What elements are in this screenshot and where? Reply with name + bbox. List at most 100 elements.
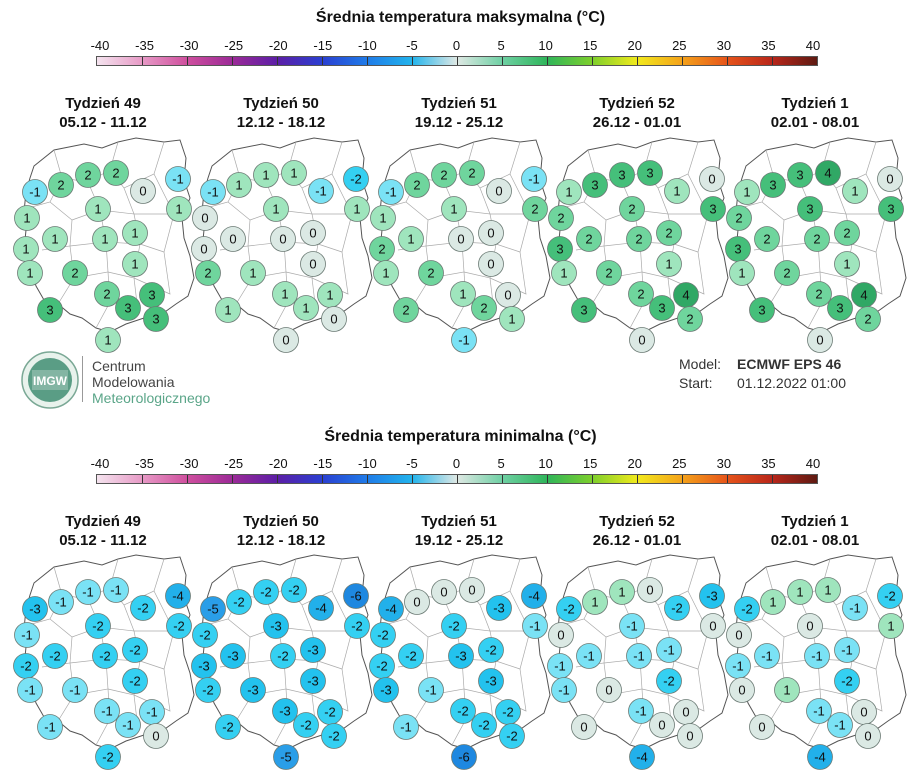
map-week: Tydzień 1: [781, 513, 849, 530]
station-value: 3: [580, 303, 587, 318]
station-marker: [253, 579, 279, 605]
station-value: -3: [247, 683, 259, 698]
station-value: -1: [146, 705, 158, 720]
station-marker: [300, 251, 326, 277]
station-marker: [878, 613, 904, 639]
station-value: 0: [487, 226, 494, 241]
map-week: Tydzień 52: [599, 95, 675, 112]
max-colorbar: [96, 56, 818, 66]
station-marker: [441, 613, 467, 639]
station-marker: [797, 196, 823, 222]
station-marker: [273, 327, 299, 353]
station-value: 2: [635, 232, 642, 247]
station-value: 1: [131, 257, 138, 272]
scale-tick: [322, 57, 323, 65]
map-week: Tydzień 51: [421, 95, 497, 112]
station-marker: [699, 583, 725, 609]
station-value: -1: [529, 619, 541, 634]
station-value: 2: [440, 168, 447, 183]
station-value: 0: [557, 628, 564, 643]
station-marker: [609, 162, 635, 188]
station-marker: [272, 698, 298, 724]
station-marker: [321, 306, 347, 332]
station-value: -1: [841, 643, 853, 658]
station-value: -1: [761, 649, 773, 664]
station-marker: [273, 744, 299, 770]
station-value: -2: [233, 595, 245, 610]
station-marker: [200, 596, 226, 622]
scale-label: 10: [538, 456, 553, 471]
station-marker: [726, 205, 752, 231]
station-value: -1: [122, 718, 134, 733]
station-value: -1: [558, 683, 570, 698]
station-marker: [373, 260, 399, 286]
station-value: 1: [262, 168, 269, 183]
station-marker: [293, 295, 319, 321]
station-value: -2: [350, 172, 362, 187]
station-marker: [486, 595, 512, 621]
station-value: 4: [824, 166, 831, 181]
station-value: -2: [288, 583, 300, 598]
station-marker: [629, 327, 655, 353]
station-value: 0: [806, 619, 813, 634]
station-marker: [75, 162, 101, 188]
station-value: 1: [23, 211, 30, 226]
station-marker: [418, 677, 444, 703]
station-value: -2: [137, 601, 149, 616]
station-value: 1: [131, 226, 138, 241]
scale-tick: [682, 475, 683, 483]
station-marker: [450, 698, 476, 724]
model-label: Model:: [679, 356, 722, 372]
station-marker: [522, 613, 548, 639]
region-border: [489, 251, 527, 295]
logo-divider: [82, 356, 83, 402]
station-value: -1: [69, 683, 81, 698]
station-marker: [48, 589, 74, 615]
station-marker: [195, 677, 221, 703]
map-week: Tydzień 49: [65, 513, 141, 530]
scale-label: 25: [672, 38, 687, 53]
station-value: 2: [204, 266, 211, 281]
station-value: -2: [884, 589, 896, 604]
station-value: 2: [112, 166, 119, 181]
map-dates: 12.12 - 18.12: [236, 532, 326, 549]
station-marker: [478, 251, 504, 277]
station-value: -4: [528, 589, 540, 604]
station-value: -5: [280, 750, 292, 765]
station-marker: [787, 162, 813, 188]
station-marker: [729, 677, 755, 703]
station-marker: [734, 179, 760, 205]
station-value: -1: [29, 185, 41, 200]
station-marker: [17, 677, 43, 703]
map-week: Tydzień 50: [243, 513, 319, 530]
station-value: 0: [229, 232, 236, 247]
station-value: -1: [21, 628, 33, 643]
station-value: -2: [457, 704, 469, 719]
station-value: 0: [605, 683, 612, 698]
station-marker: [677, 306, 703, 332]
station-value: 3: [618, 168, 625, 183]
station-value: -3: [307, 674, 319, 689]
station-value: 0: [487, 257, 494, 272]
station-value: 1: [796, 585, 803, 600]
station-marker: [448, 226, 474, 252]
station-value: 1: [353, 202, 360, 217]
station-value: -2: [277, 649, 289, 664]
station-marker: [85, 613, 111, 639]
map-title: Tydzień 52 26.12 - 01.01: [552, 94, 722, 132]
station-value: 1: [290, 166, 297, 181]
station-value: -1: [110, 583, 122, 598]
station-value: 3: [152, 312, 159, 327]
station-value: -6: [458, 750, 470, 765]
station-marker: [226, 589, 252, 615]
station-value: -2: [502, 705, 514, 720]
station-value: -3: [455, 649, 467, 664]
station-marker: [393, 297, 419, 323]
imgw-badge-icon: IMGW: [21, 351, 79, 409]
scale-tick: [232, 57, 233, 65]
scale-tick: [547, 57, 548, 65]
station-value: 1: [738, 266, 745, 281]
station-marker: [807, 744, 833, 770]
station-value: 3: [591, 178, 598, 193]
